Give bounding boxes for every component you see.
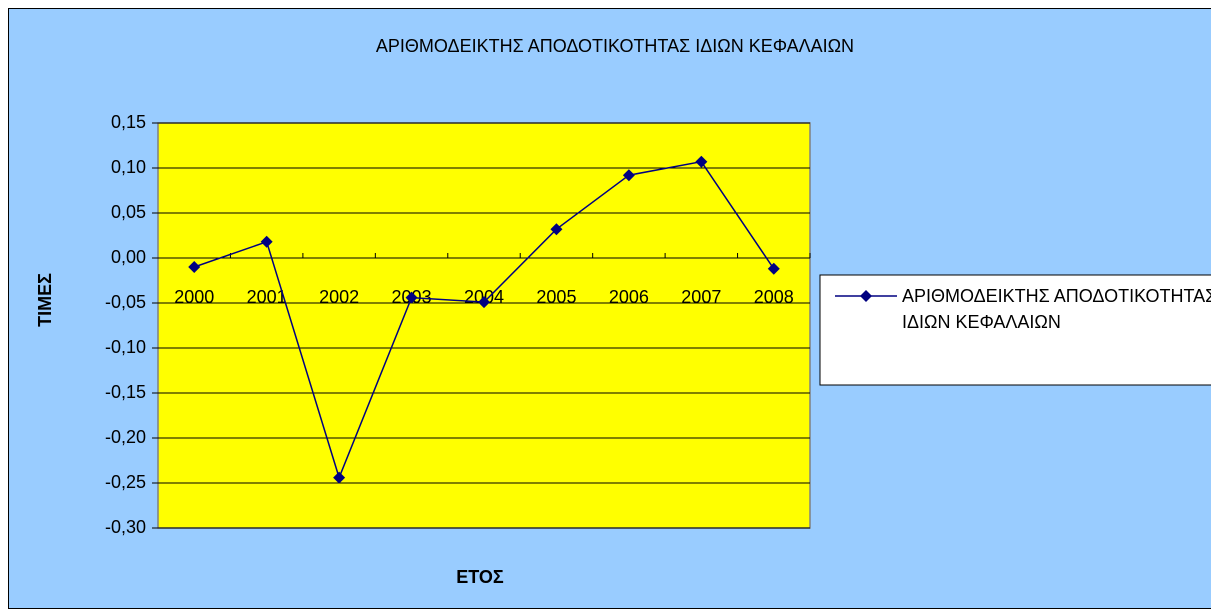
y-tick-label: 0,05 [111, 202, 146, 222]
y-tick-label: 0,10 [111, 157, 146, 177]
x-tick-label: 2000 [174, 287, 214, 307]
x-tick-label: 2006 [609, 287, 649, 307]
y-tick-label: -0,30 [105, 517, 146, 537]
data-point [695, 155, 708, 168]
data-point [260, 235, 273, 248]
y-tick-label: 0,00 [111, 247, 146, 267]
plot-area [157, 122, 811, 529]
data-point [622, 169, 635, 182]
chart-title: ΑΡΙΘΜΟΔΕΙΚΤΗΣ ΑΠΟΔΟΤΙΚΟΤΗΤΑΣ ΙΔΙΩΝ ΚΕΦΑΛ… [376, 36, 854, 56]
y-tick-label: 0,15 [111, 112, 146, 132]
legend-marker [860, 290, 872, 302]
y-tick-label: -0,05 [105, 292, 146, 312]
legend-label: ΑΡΙΘΜΟΔΕΙΚΤΗΣ ΑΠΟΔΟΤΙΚΟΤΗΤΑΣ ΙΔΙΩΝ ΚΕΦΑΛ… [902, 286, 1211, 332]
x-tick-label: 2001 [247, 287, 287, 307]
y-axis-label: ΤΙΜΕΣ [35, 273, 55, 327]
x-tick-label: 2005 [536, 287, 576, 307]
data-point [478, 296, 490, 309]
data-point [405, 291, 418, 304]
data-point [550, 223, 563, 236]
y-tick-label: -0,25 [105, 472, 146, 492]
y-tick-label: -0,10 [105, 337, 146, 357]
x-tick-label: 2002 [319, 287, 359, 307]
x-tick-label: 2008 [754, 287, 794, 307]
data-point [333, 471, 346, 484]
data-point [188, 261, 201, 273]
y-tick-label: -0,20 [105, 427, 146, 447]
y-tick-label: -0,15 [105, 382, 146, 402]
legend-box [819, 274, 1211, 386]
x-tick-label: 2007 [681, 287, 721, 307]
x-axis-label: ΕΤΟΣ [456, 567, 504, 587]
data-point [767, 262, 780, 275]
